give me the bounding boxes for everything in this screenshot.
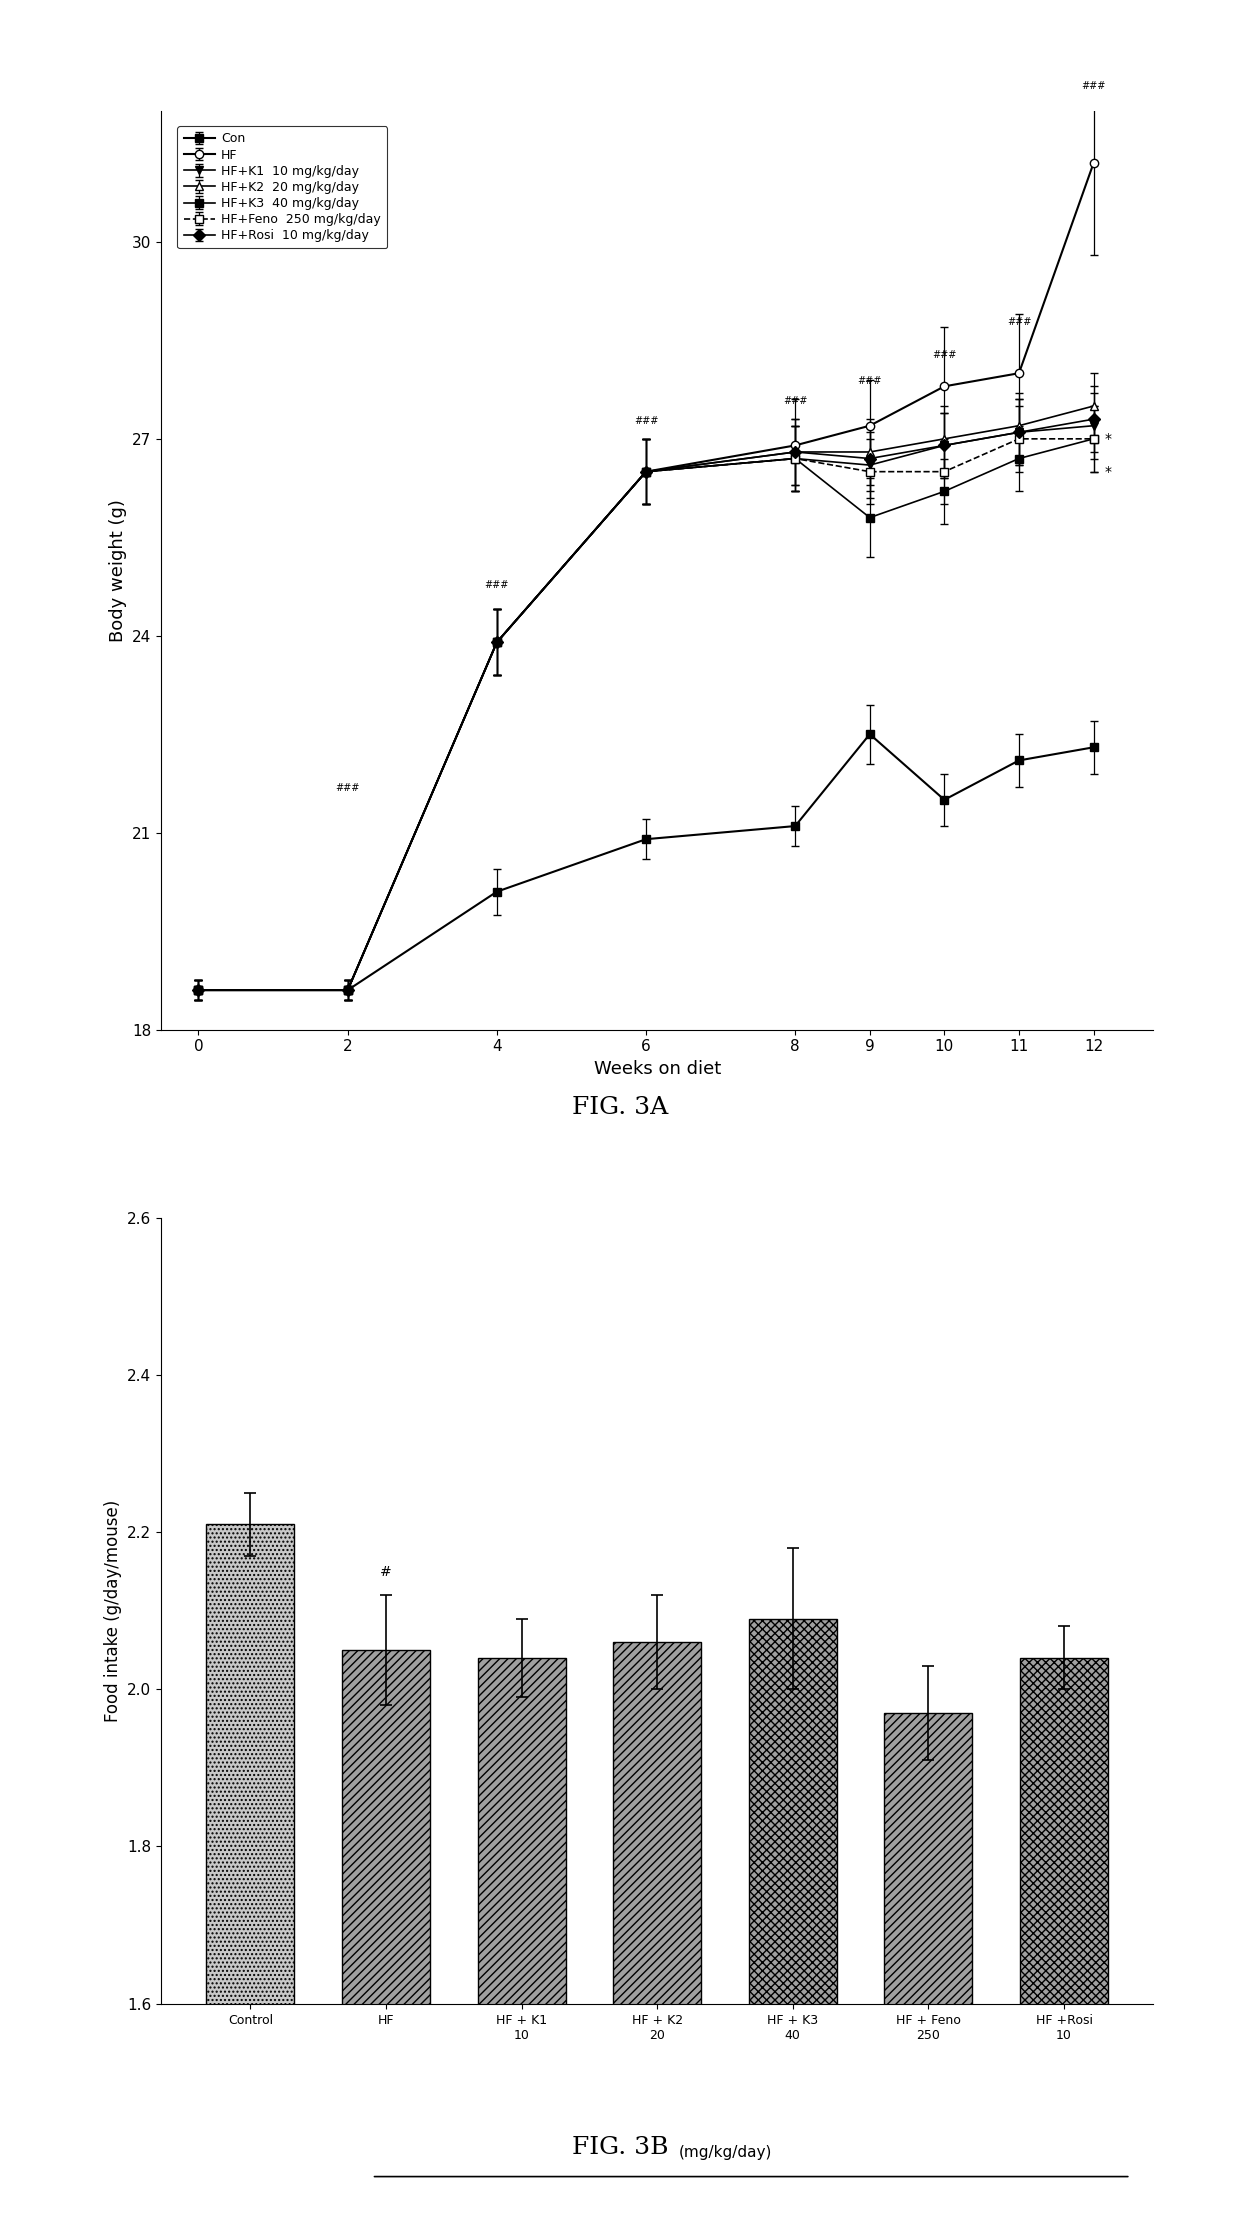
Bar bbox=[206, 1523, 294, 2214]
Text: FIG. 3A: FIG. 3A bbox=[572, 1096, 668, 1118]
Text: ###: ### bbox=[858, 376, 882, 387]
Text: FIG. 3B: FIG. 3B bbox=[572, 2137, 668, 2159]
Text: *: * bbox=[1105, 465, 1112, 478]
Bar bbox=[884, 1714, 972, 2214]
Legend: Con, HF, HF+K1  10 mg/kg/day, HF+K2  20 mg/kg/day, HF+K3  40 mg/kg/day, HF+Feno : Con, HF, HF+K1 10 mg/kg/day, HF+K2 20 mg… bbox=[177, 126, 387, 248]
Text: ###: ### bbox=[485, 580, 510, 589]
Bar bbox=[613, 1643, 702, 2214]
Text: ###: ### bbox=[1007, 317, 1032, 328]
Text: ###: ### bbox=[336, 784, 360, 793]
Text: ###: ### bbox=[634, 416, 658, 425]
Text: *: * bbox=[1105, 432, 1112, 445]
Y-axis label: Body weight (g): Body weight (g) bbox=[109, 498, 126, 642]
X-axis label: Weeks on diet: Weeks on diet bbox=[594, 1061, 720, 1078]
Text: ###: ### bbox=[932, 350, 956, 361]
Bar bbox=[749, 1618, 837, 2214]
Bar bbox=[1021, 1658, 1109, 2214]
Text: #: # bbox=[381, 1565, 392, 1579]
Y-axis label: Food intake (g/day/mouse): Food intake (g/day/mouse) bbox=[104, 1499, 122, 1722]
Bar bbox=[342, 1649, 430, 2214]
Text: ###: ### bbox=[782, 396, 807, 405]
Text: (mg/kg/day): (mg/kg/day) bbox=[678, 2145, 771, 2161]
Text: ###: ### bbox=[1081, 82, 1106, 91]
Bar bbox=[477, 1658, 565, 2214]
